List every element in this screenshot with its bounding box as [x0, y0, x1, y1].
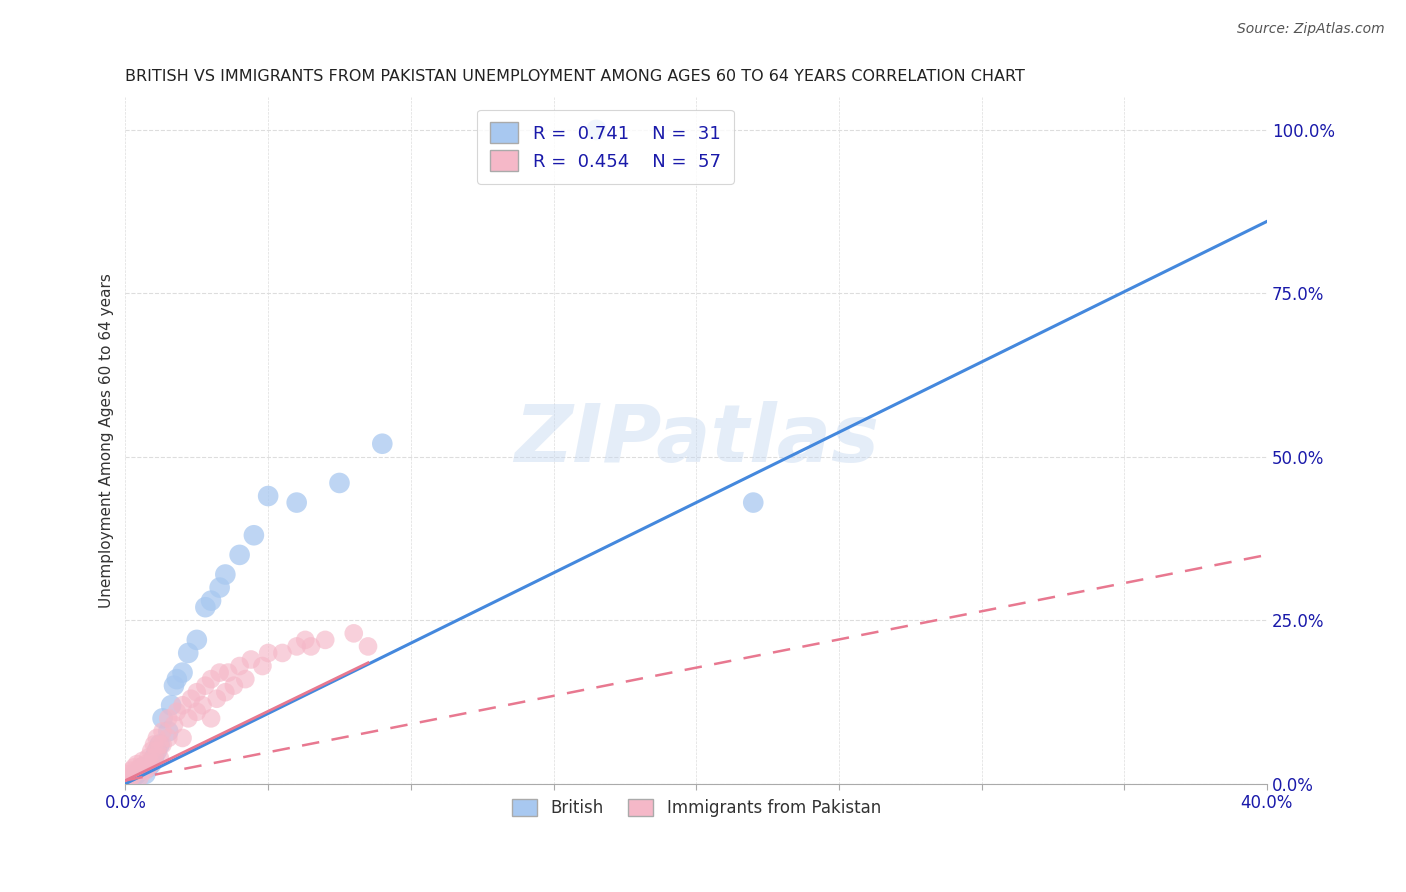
Point — [125, 764, 148, 778]
Point — [228, 548, 250, 562]
Point — [205, 691, 228, 706]
Point — [122, 760, 145, 774]
Point — [122, 770, 145, 784]
Point — [172, 665, 194, 680]
Point — [146, 744, 169, 758]
Point — [134, 767, 156, 781]
Point — [177, 646, 200, 660]
Point — [134, 764, 156, 778]
Point — [299, 640, 322, 654]
Point — [371, 436, 394, 450]
Point — [186, 705, 208, 719]
Point — [186, 632, 208, 647]
Point — [222, 679, 245, 693]
Point — [117, 767, 139, 781]
Point — [146, 744, 169, 758]
Point — [166, 672, 188, 686]
Point — [136, 760, 159, 774]
Point — [163, 718, 186, 732]
Point — [214, 567, 236, 582]
Text: BRITISH VS IMMIGRANTS FROM PAKISTAN UNEMPLOYMENT AMONG AGES 60 TO 64 YEARS CORRE: BRITISH VS IMMIGRANTS FROM PAKISTAN UNEM… — [125, 69, 1025, 84]
Point — [157, 731, 180, 745]
Point — [120, 764, 142, 778]
Point — [240, 652, 263, 666]
Point — [149, 738, 172, 752]
Point — [214, 685, 236, 699]
Y-axis label: Unemployment Among Ages 60 to 64 years: Unemployment Among Ages 60 to 64 years — [100, 273, 114, 608]
Point — [117, 770, 139, 784]
Point — [152, 724, 174, 739]
Point — [585, 123, 607, 137]
Point — [357, 640, 380, 654]
Text: Source: ZipAtlas.com: Source: ZipAtlas.com — [1237, 22, 1385, 37]
Point — [149, 750, 172, 764]
Point — [157, 711, 180, 725]
Point — [208, 581, 231, 595]
Point — [128, 760, 150, 774]
Point — [177, 711, 200, 725]
Point — [294, 632, 316, 647]
Point — [122, 767, 145, 781]
Point — [252, 659, 274, 673]
Point — [120, 770, 142, 784]
Point — [131, 754, 153, 768]
Point — [194, 600, 217, 615]
Point — [143, 738, 166, 752]
Point — [141, 744, 163, 758]
Point — [257, 489, 280, 503]
Point — [217, 665, 239, 680]
Point — [191, 698, 214, 713]
Point — [166, 705, 188, 719]
Text: ZIPatlas: ZIPatlas — [513, 401, 879, 480]
Point — [152, 738, 174, 752]
Point — [163, 679, 186, 693]
Point — [157, 724, 180, 739]
Point — [125, 757, 148, 772]
Point — [243, 528, 266, 542]
Point — [128, 770, 150, 784]
Point — [200, 672, 222, 686]
Point — [233, 672, 256, 686]
Point — [125, 767, 148, 781]
Point — [172, 731, 194, 745]
Point — [742, 495, 765, 509]
Point — [136, 750, 159, 764]
Point — [228, 659, 250, 673]
Point — [257, 646, 280, 660]
Point — [285, 640, 308, 654]
Point — [141, 757, 163, 772]
Point — [131, 760, 153, 774]
Point — [149, 738, 172, 752]
Point — [186, 685, 208, 699]
Point — [141, 757, 163, 772]
Point — [180, 691, 202, 706]
Point — [208, 665, 231, 680]
Point — [343, 626, 366, 640]
Point — [200, 711, 222, 725]
Point — [328, 475, 350, 490]
Point — [200, 593, 222, 607]
Point — [160, 698, 183, 713]
Point — [143, 750, 166, 764]
Point — [172, 698, 194, 713]
Point — [152, 711, 174, 725]
Point — [136, 760, 159, 774]
Point — [285, 495, 308, 509]
Legend: British, Immigrants from Pakistan: British, Immigrants from Pakistan — [505, 792, 887, 823]
Point — [314, 632, 336, 647]
Point — [143, 750, 166, 764]
Point — [194, 679, 217, 693]
Point — [131, 764, 153, 778]
Point — [120, 773, 142, 788]
Point — [146, 731, 169, 745]
Point — [128, 764, 150, 778]
Point — [271, 646, 294, 660]
Point — [134, 757, 156, 772]
